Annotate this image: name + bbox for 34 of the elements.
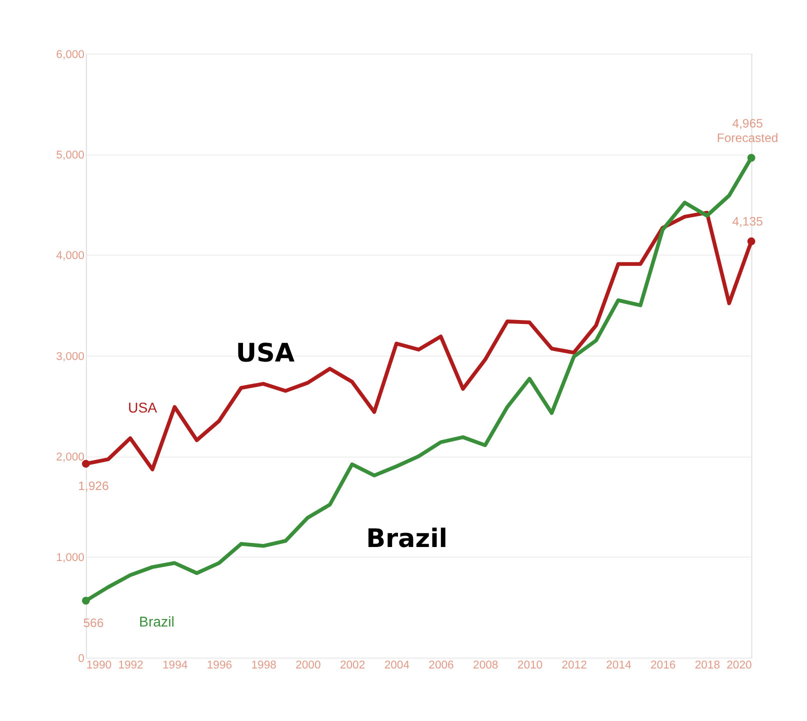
series-label: USA [128, 399, 158, 416]
y-tick-label: 2,000 [56, 452, 84, 464]
x-tick-label: 1990 [86, 660, 112, 672]
x-tick-label: 1994 [162, 660, 188, 672]
x-tick-label: 2006 [428, 660, 454, 672]
x-tick-label: 2004 [384, 660, 410, 672]
data-label: 4,965 Forecasted [716, 116, 778, 145]
y-tick-label: 6,000 [56, 48, 84, 61]
annotation: USA [236, 338, 295, 368]
x-tick-label: 1998 [251, 660, 276, 672]
point [82, 596, 90, 605]
text: Brazil [139, 614, 174, 630]
y-tick-label: 4,000 [56, 250, 84, 262]
x-tick-label: 2012 [562, 660, 587, 672]
annotation: Brazil [366, 524, 448, 554]
y-tick-label: 0 [78, 652, 84, 665]
data-label: 1,926 [78, 479, 109, 494]
point [747, 154, 756, 162]
y-tick-label: 3,000 [56, 350, 84, 363]
x-tick-label: 2010 [517, 660, 543, 672]
point [747, 237, 756, 246]
data-label: 566 [83, 616, 104, 630]
x-tick-label: 2016 [650, 660, 676, 672]
x-tick-label: 2000 [296, 660, 321, 672]
y-tick-label: 1,000 [56, 552, 84, 564]
x-tick-label: 2002 [340, 660, 366, 672]
y-tick-label: 5,000 [56, 150, 84, 162]
x-tick-label: 2014 [606, 660, 632, 672]
x-tick-label: 2008 [473, 660, 498, 672]
x-tick-label: 1996 [206, 660, 232, 672]
x-tick-label: 2018 [694, 660, 720, 672]
data-label: 4,135 [732, 214, 764, 228]
x-tick-label: 1992 [118, 660, 144, 672]
x-tick-label: 2020 [726, 660, 752, 672]
